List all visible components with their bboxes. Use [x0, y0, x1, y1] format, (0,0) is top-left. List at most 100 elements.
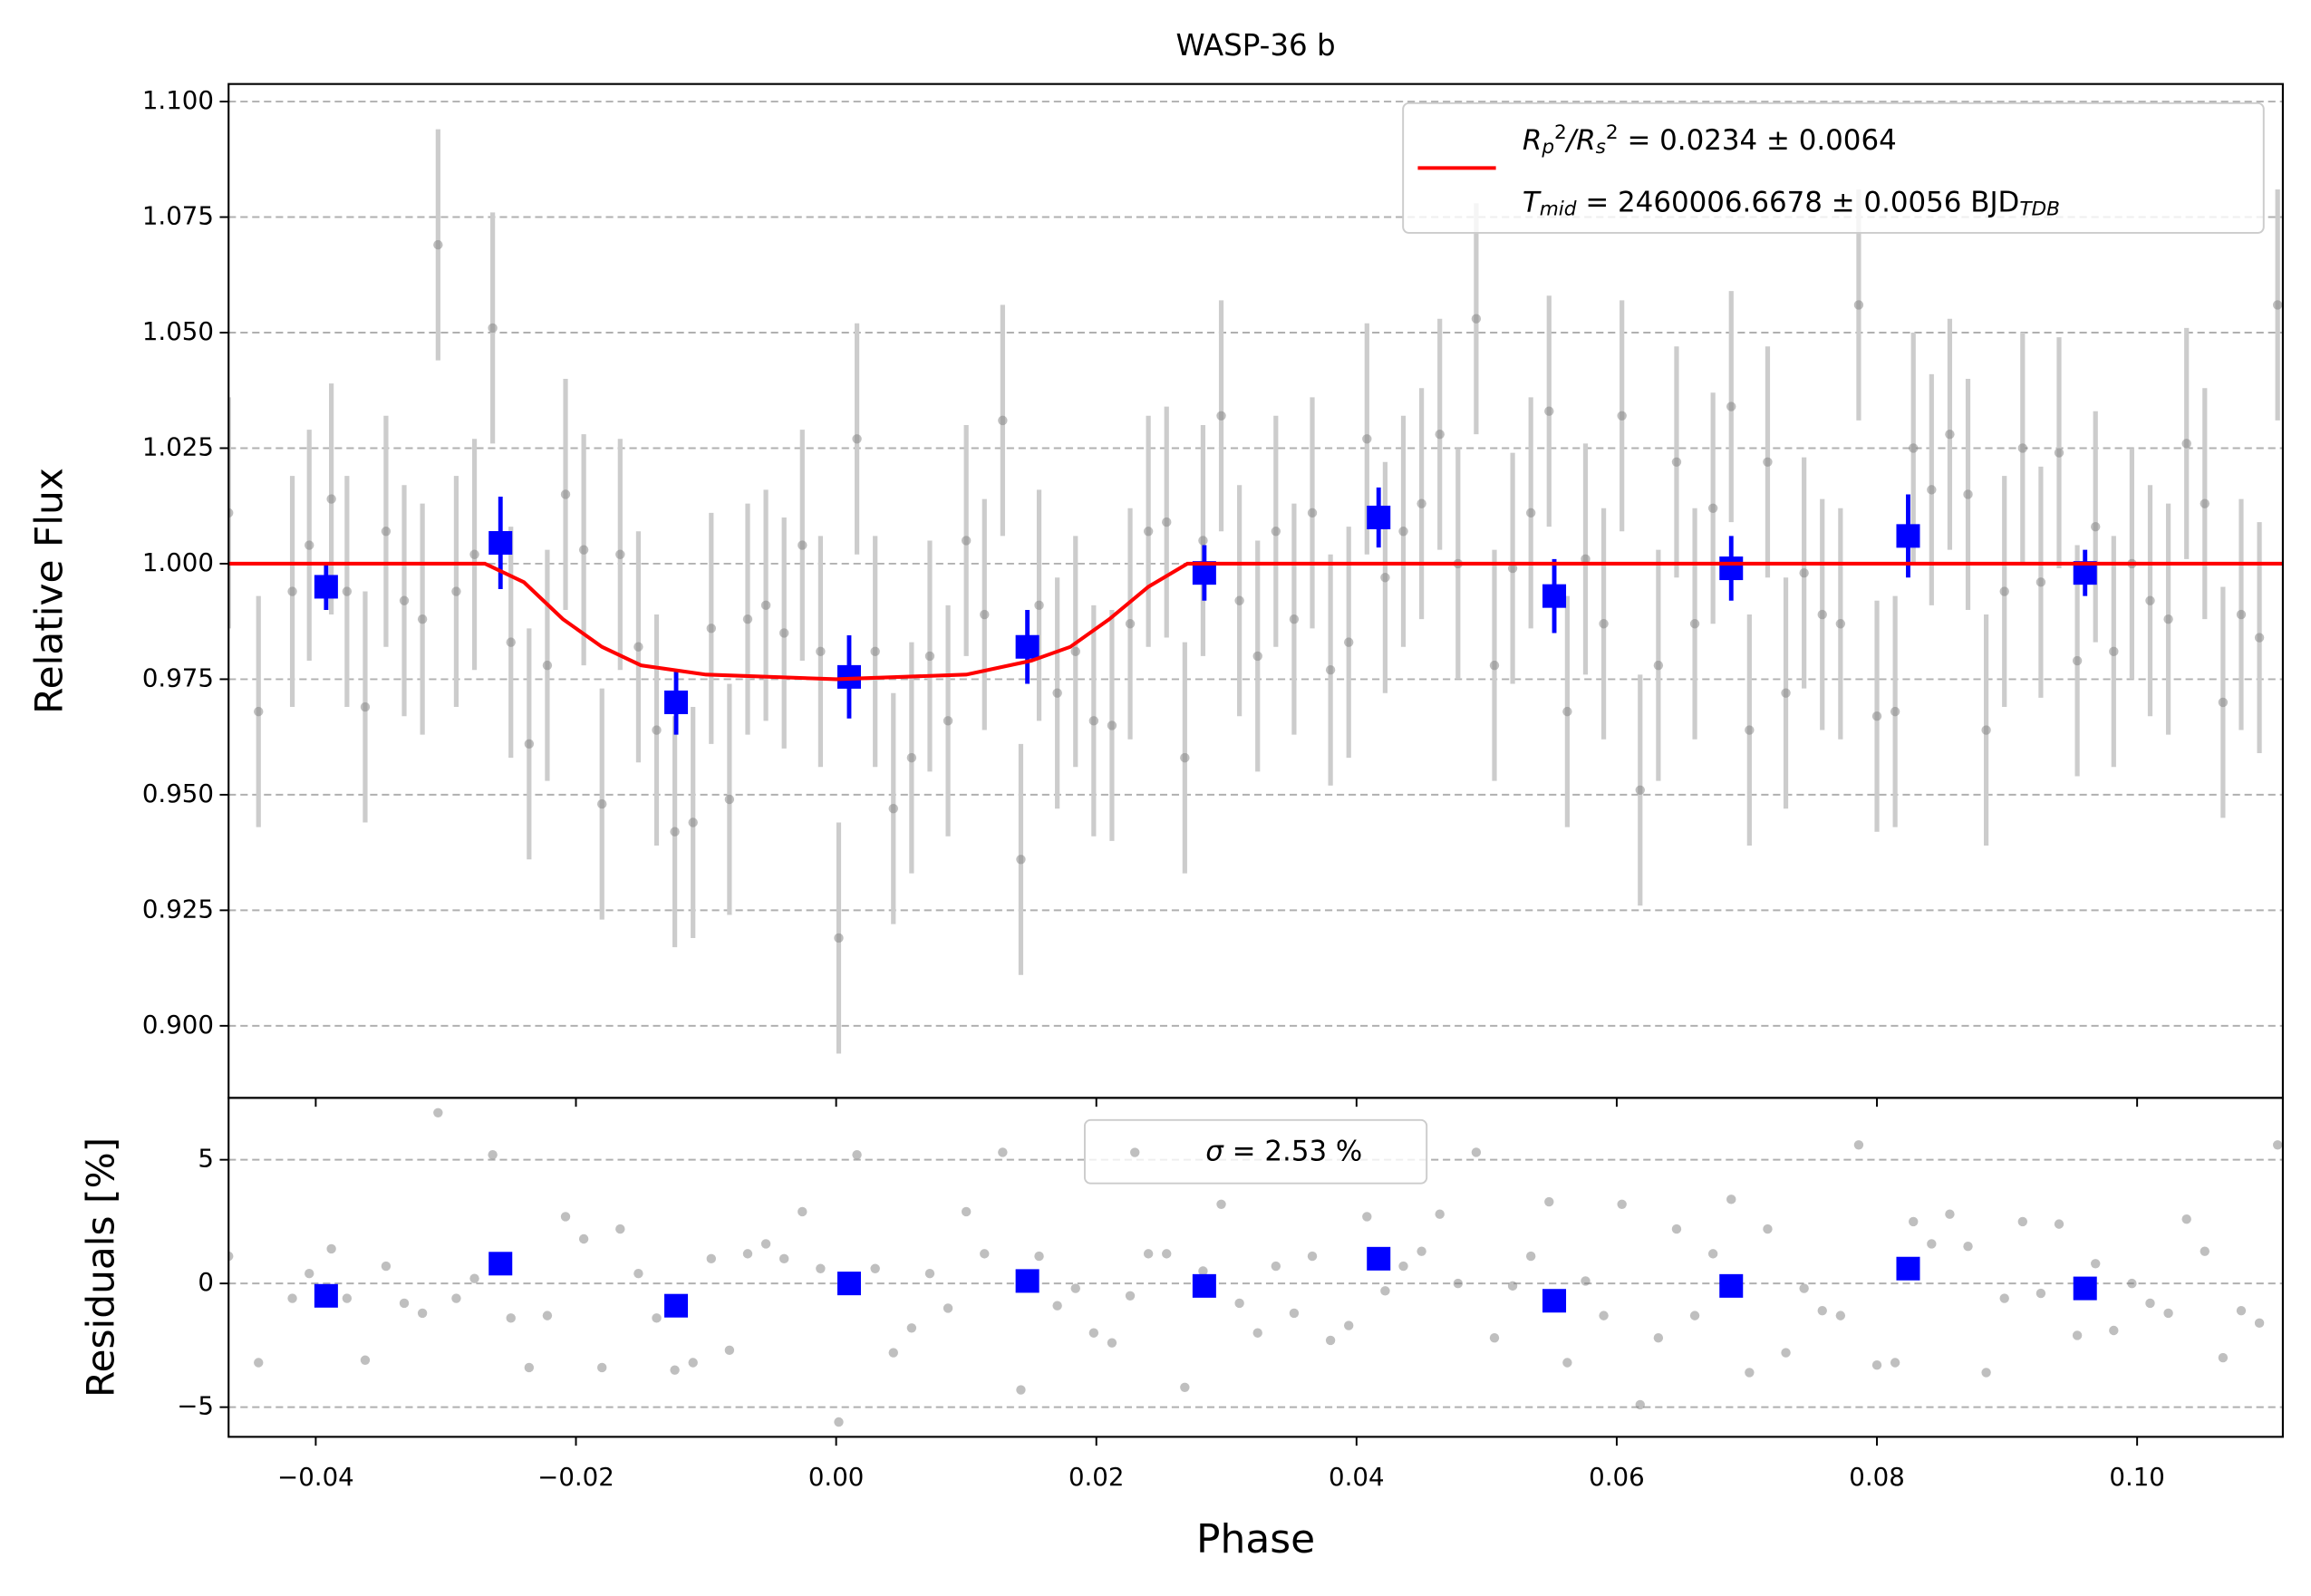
data-point — [1252, 651, 1262, 662]
plot-area — [228, 129, 2283, 1054]
legend-text: /R — [1564, 124, 1596, 157]
chart-title: WASP-36 b — [1175, 28, 1335, 63]
data-point — [305, 540, 314, 550]
data-point — [2181, 439, 2191, 449]
data-point — [706, 1253, 717, 1264]
data-point — [1234, 595, 1244, 605]
data-point — [1599, 619, 1609, 629]
binned-point — [314, 575, 338, 599]
data-point — [433, 239, 443, 250]
data-point — [1689, 619, 1700, 629]
data-point — [228, 1251, 234, 1262]
data-point — [1271, 527, 1281, 537]
data-point — [670, 1365, 680, 1375]
data-point — [1180, 752, 1190, 763]
legend-box — [1083, 1118, 1428, 1185]
data-point — [1489, 660, 1500, 671]
data-point — [1981, 725, 1991, 735]
data-point — [1635, 785, 1645, 796]
data-point — [1599, 1311, 1609, 1320]
data-point — [1034, 600, 1044, 611]
data-point — [2072, 655, 2083, 666]
binned-point — [1367, 505, 1391, 529]
y-tick-label: −5 — [177, 1391, 214, 1421]
data-point — [2218, 697, 2229, 708]
y-tick-label: 5 — [198, 1144, 214, 1174]
data-point — [342, 586, 353, 596]
data-point — [906, 752, 917, 763]
data-point — [980, 609, 990, 620]
data-point — [816, 646, 826, 657]
data-point — [1216, 1199, 1226, 1209]
data-point — [1198, 1266, 1208, 1276]
data-point — [305, 1269, 314, 1279]
legend-box — [1402, 102, 2265, 234]
data-point — [1289, 1308, 1300, 1319]
data-point — [1125, 619, 1136, 629]
data-point — [1562, 706, 1572, 717]
data-point — [287, 1293, 297, 1303]
data-point — [688, 1358, 698, 1368]
data-point — [1034, 1251, 1044, 1262]
binned-point — [1719, 556, 1744, 581]
data-point — [870, 1263, 880, 1273]
data-point — [1525, 1251, 1536, 1262]
data-point — [2109, 646, 2119, 657]
x-tick-label: 0.00 — [808, 1462, 865, 1492]
data-point — [1362, 434, 1372, 444]
data-point — [1890, 1358, 1900, 1368]
data-point — [578, 1233, 589, 1244]
data-point — [1745, 1368, 1755, 1378]
y-tick-label: 0.950 — [142, 779, 214, 808]
data-point — [1617, 411, 1627, 421]
data-point — [961, 536, 972, 546]
data-point — [1799, 1283, 1809, 1293]
data-point — [1617, 1199, 1627, 1209]
data-point — [870, 646, 880, 657]
y-axis-label: Residuals [%] — [79, 1137, 123, 1398]
data-point — [943, 716, 953, 726]
data-point — [1763, 1224, 1773, 1234]
binned-point — [1896, 524, 1920, 548]
data-point — [1143, 1249, 1154, 1259]
data-point — [1871, 711, 1882, 721]
data-point — [2145, 595, 2155, 605]
data-point — [888, 1348, 898, 1358]
data-point — [326, 1243, 336, 1254]
data-point — [888, 803, 898, 814]
binned-point — [1015, 1269, 1039, 1293]
data-point — [688, 817, 698, 827]
data-point — [254, 706, 264, 717]
data-point — [1325, 1335, 1336, 1346]
data-point — [1544, 406, 1554, 416]
data-point — [1252, 1328, 1262, 1338]
data-point — [1325, 665, 1336, 675]
data-point — [1398, 527, 1408, 537]
x-tick-label: 0.06 — [1589, 1462, 1645, 1492]
data-point — [1344, 637, 1354, 647]
x-tick-label: 0.02 — [1068, 1462, 1125, 1492]
data-point — [1344, 1320, 1354, 1330]
data-point — [1945, 429, 1955, 440]
data-point — [2109, 1325, 2119, 1336]
data-point — [1653, 1332, 1664, 1343]
data-point — [1927, 1239, 1937, 1249]
data-point — [1088, 1328, 1099, 1338]
data-point — [542, 660, 553, 671]
data-point — [1635, 1399, 1645, 1410]
data-point — [488, 1149, 498, 1160]
data-point — [2145, 1298, 2155, 1309]
data-point — [1398, 1261, 1408, 1272]
x-tick-label: 0.08 — [1849, 1462, 1905, 1492]
binned-point — [1542, 584, 1567, 608]
data-point — [578, 545, 589, 555]
legend-text: R — [1523, 124, 1542, 157]
legend-text: 2 — [1554, 121, 1567, 144]
y-tick-label: 0.900 — [142, 1010, 214, 1040]
x-tick-label: −0.02 — [537, 1462, 614, 1492]
legend-swatch — [1130, 1147, 1140, 1157]
legend-text: p — [1541, 136, 1554, 159]
data-point — [1945, 1209, 1955, 1219]
